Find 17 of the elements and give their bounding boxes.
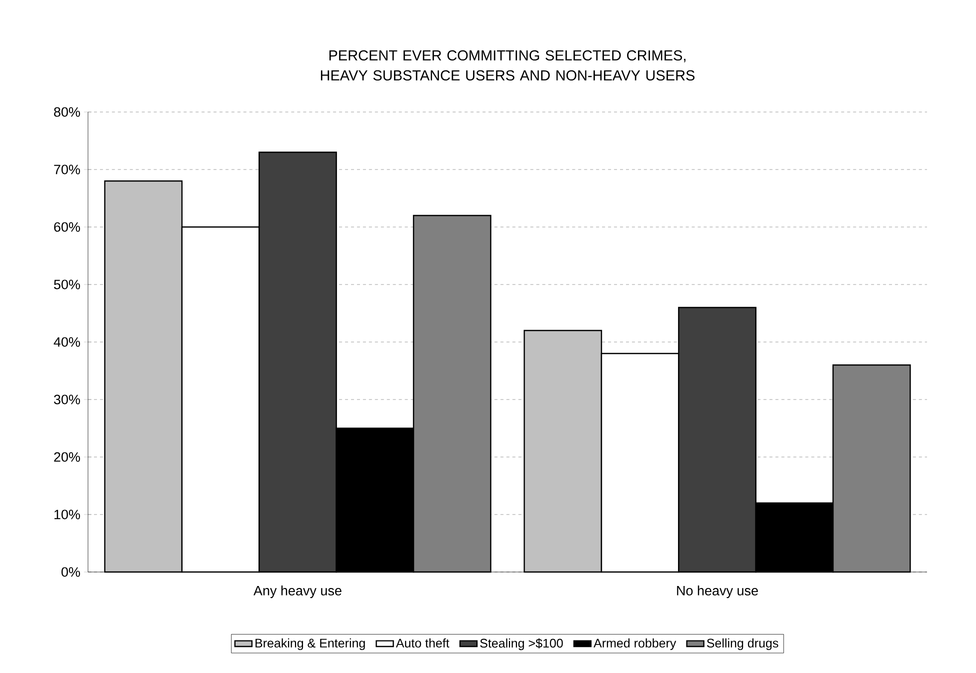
- legend-label: Auto theft: [396, 638, 450, 648]
- legend-label: Breaking & Entering: [256, 638, 365, 650]
- x-tick-label: Any heavy use: [254, 586, 342, 598]
- x-tick-label: No heavy use: [677, 586, 758, 598]
- y-tick-label: 60%: [54, 222, 80, 232]
- legend-label: Selling drugs: [706, 638, 778, 650]
- y-tick-label: 0%: [62, 567, 80, 577]
- legend-label: Armed robbery: [594, 638, 676, 650]
- y-tick-label: 70%: [54, 164, 80, 174]
- y-tick-label: 10%: [54, 510, 80, 520]
- y-tick-label: 50%: [54, 280, 80, 290]
- y-tick-label: 20%: [54, 452, 80, 462]
- y-tick-label: 40%: [54, 337, 80, 347]
- y-tick-label: 80%: [54, 107, 80, 117]
- legend-label: Stealing >$100: [480, 638, 563, 650]
- chart-title: PERCENT EVER COMMITTING SELECTED CRIMES, HEAVY SUBSTANCE USERS AND NON-HEAVY USERS: [320, 50, 695, 80]
- y-tick-label: 30%: [54, 394, 80, 404]
